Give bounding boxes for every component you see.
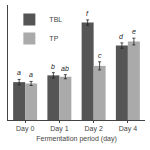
svg-text:d: d — [119, 33, 124, 40]
svg-text:Day 4: Day 4 — [119, 125, 137, 133]
svg-text:a: a — [17, 69, 21, 76]
svg-text:c: c — [98, 52, 102, 59]
svg-text:f: f — [86, 10, 89, 17]
svg-text:b: b — [51, 63, 55, 70]
svg-text:a: a — [29, 71, 33, 78]
svg-text:Day 0: Day 0 — [16, 125, 34, 133]
svg-text:TP: TP — [49, 35, 58, 42]
svg-text:e: e — [132, 28, 136, 35]
svg-text:Day 1: Day 1 — [50, 125, 68, 133]
svg-text:TBL: TBL — [49, 16, 62, 23]
svg-text:Fermentation period (day): Fermentation period (day) — [36, 135, 117, 143]
svg-text:ab: ab — [61, 65, 69, 72]
svg-text:Day 2: Day 2 — [84, 125, 102, 133]
